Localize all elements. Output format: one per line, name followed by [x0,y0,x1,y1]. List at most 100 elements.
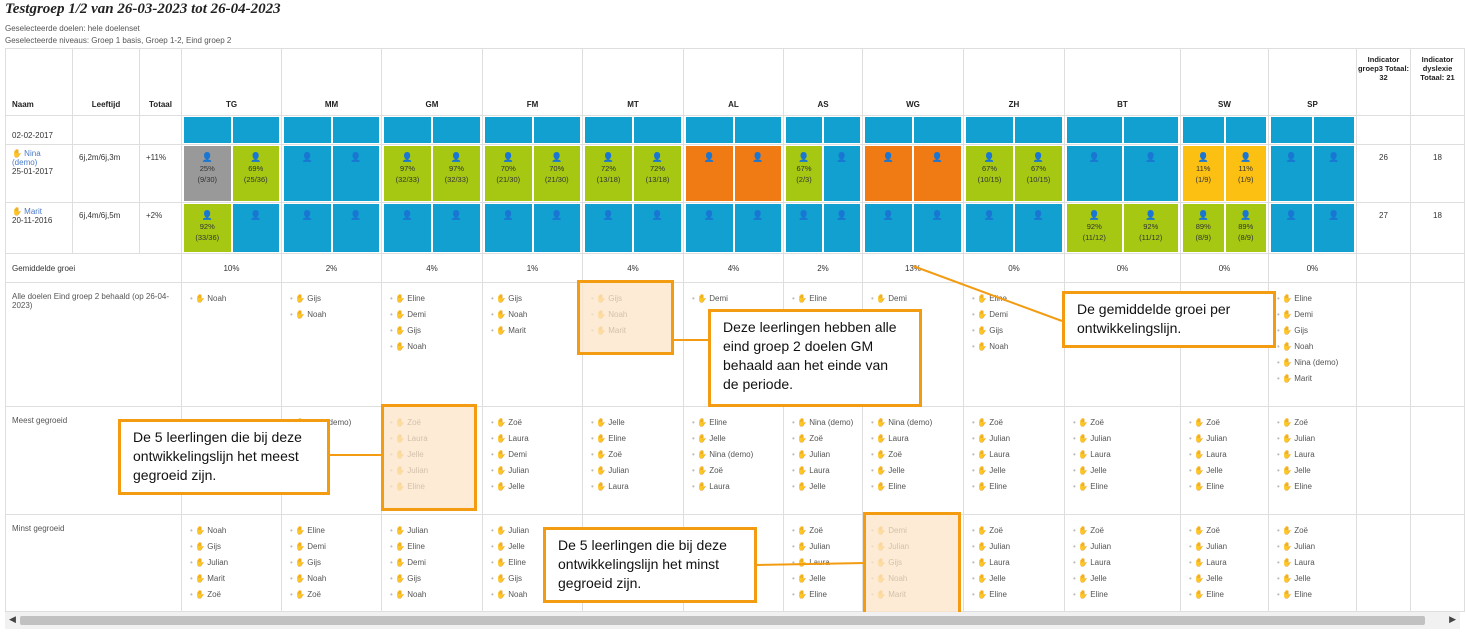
student-list-item[interactable]: Nina (demo) [1277,355,1350,371]
score-block[interactable]: 👤 [1271,204,1312,252]
score-block[interactable]: 👤 [1123,146,1178,201]
score-block[interactable]: 👤 [1313,146,1354,201]
student-list-item[interactable]: Gijs [491,291,576,307]
student-list-item[interactable]: Gijs [190,539,275,555]
student-list-item[interactable]: Marit [491,323,576,339]
score-block[interactable]: 👤 72% (13/18) [634,146,681,201]
student-list-item[interactable]: Nina (demo) [792,415,856,431]
score-block[interactable]: 👤 11% (1/9) [1225,146,1266,201]
score-cell[interactable]: 👤 72% (13/18) 👤 72% (13/18) [582,144,684,203]
score-cell[interactable]: 👤 👤 [482,202,583,254]
student-list-item[interactable]: Zoë [972,415,1058,431]
score-cell[interactable] [181,115,282,145]
student-list-item[interactable]: Noah [190,291,275,307]
student-list-item[interactable]: Noah [1277,339,1350,355]
score-block[interactable]: 👤 [332,204,379,252]
student-list-item[interactable]: Demi [692,291,777,307]
score-block[interactable]: 👤 [384,204,431,252]
score-cell[interactable] [482,115,583,145]
score-block[interactable]: 👤 97% (32/33) [384,146,431,201]
score-block[interactable] [1313,117,1354,143]
student-list-item[interactable]: Jelle [972,571,1058,587]
score-block[interactable] [914,117,961,143]
student-list-item[interactable]: Eline [1073,479,1174,495]
student-list-item[interactable]: Zoë [1073,415,1174,431]
score-cell[interactable]: 👤 👤 [862,144,964,203]
score-cell[interactable] [963,115,1065,145]
score-block[interactable]: 👤 [686,146,733,201]
score-cell[interactable]: 👤 👤 [281,202,382,254]
student-list-item[interactable]: Julian [1277,539,1350,555]
score-block[interactable]: 👤 [786,204,822,252]
student-list-item[interactable]: Jelle [1277,463,1350,479]
student-list-item[interactable]: Jelle [972,463,1058,479]
score-block[interactable]: 👤 [865,204,912,252]
student-list-item[interactable]: Julian [1073,431,1174,447]
student-list-item[interactable]: Jelle [491,539,576,555]
score-cell[interactable] [1064,115,1181,145]
score-cell[interactable]: 👤 👤 [683,144,784,203]
student-list-item[interactable]: Eline [1073,587,1174,603]
score-block[interactable] [1225,117,1266,143]
horizontal-scrollbar[interactable]: ◀ ▶ [5,612,1460,629]
score-cell[interactable]: 👤 👤 [281,144,382,203]
score-block[interactable]: 👤 92% (33/36) [184,204,231,252]
score-block[interactable] [1067,117,1122,143]
student-list-item[interactable]: Demi [871,291,957,307]
student-list-item[interactable]: Jelle [491,479,576,495]
student-list-item[interactable]: Laura [792,555,856,571]
score-cell[interactable]: 👤 👤 [582,202,684,254]
score-block[interactable]: 👤 [232,204,279,252]
student-list-item[interactable]: Jelle [591,415,677,431]
student-list-item[interactable]: Marit [190,571,275,587]
score-cell[interactable] [783,115,863,145]
score-block[interactable]: 👤 [433,204,480,252]
score-cell[interactable]: 👤 92% (11/12) 👤 92% (11/12) [1064,202,1181,254]
student-list-item[interactable]: Zoë [190,587,275,603]
student-list-item[interactable]: Eline [1277,479,1350,495]
student-list-item[interactable]: Demi [390,555,476,571]
score-block[interactable]: 👤 [1271,146,1312,201]
student-list-item[interactable]: Eline [972,291,1058,307]
score-block[interactable]: 👤 [914,204,961,252]
student-list-item[interactable]: Noah [972,339,1058,355]
student-list-item[interactable]: Zoë [1073,523,1174,539]
score-block[interactable]: 👤 67% (2/3) [786,146,822,201]
student-list-item[interactable]: Demi [1277,307,1350,323]
student-list-item[interactable]: Zoë [871,447,957,463]
score-block[interactable] [332,117,379,143]
student-name-cell[interactable]: ✋ Nina (demo) 25-01-2017 [5,144,73,203]
student-list-item[interactable]: Gijs [390,571,476,587]
student-link[interactable]: ✋ Marit [12,207,42,216]
score-block[interactable]: 👤 [734,146,781,201]
score-cell[interactable]: 👤 11% (1/9) 👤 11% (1/9) [1180,144,1269,203]
student-list-item[interactable]: Demi [491,447,576,463]
student-list-item[interactable]: Julian [390,523,476,539]
score-cell[interactable] [281,115,382,145]
score-cell[interactable]: 👤 67% (2/3) 👤 [783,144,863,203]
score-block[interactable] [585,117,632,143]
score-block[interactable]: 👤 92% (11/12) [1067,204,1122,252]
score-block[interactable]: 👤 [966,204,1013,252]
student-list-item[interactable]: Laura [792,463,856,479]
student-list-item[interactable]: Laura [1073,555,1174,571]
student-list-item[interactable]: Laura [591,479,677,495]
student-list-item[interactable]: Julian [591,463,677,479]
score-block[interactable] [634,117,681,143]
student-list-item[interactable]: Noah [290,307,375,323]
score-block[interactable]: 👤 [734,204,781,252]
score-block[interactable] [786,117,822,143]
student-list-item[interactable]: Zoë [1277,523,1350,539]
student-list-item[interactable]: Julian [491,463,576,479]
student-list-item[interactable]: Eline [1277,587,1350,603]
student-list-item[interactable]: Eline [290,523,375,539]
score-block[interactable] [686,117,733,143]
score-cell[interactable]: 👤 25% (9/30) 👤 69% (25/36) [181,144,282,203]
score-cell[interactable]: 👤 70% (21/30) 👤 70% (21/30) [482,144,583,203]
student-list-item[interactable]: Julian [792,447,856,463]
student-list-item[interactable]: Eline [1189,479,1262,495]
student-list-item[interactable]: Zoë [290,587,375,603]
scrollbar-thumb[interactable] [20,616,1425,625]
student-list-item[interactable]: Noah [190,523,275,539]
score-block[interactable]: 👤 92% (11/12) [1123,204,1178,252]
